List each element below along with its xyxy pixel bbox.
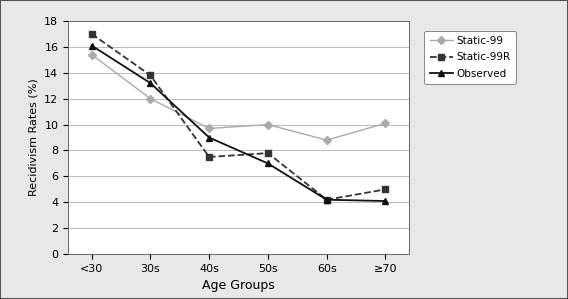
X-axis label: Age Groups: Age Groups	[202, 280, 275, 292]
Legend: Static-99, Static-99R, Observed: Static-99, Static-99R, Observed	[424, 31, 516, 84]
Line: Observed: Observed	[88, 42, 389, 205]
Observed	[206, 136, 212, 139]
Observed	[147, 81, 154, 85]
Observed	[382, 199, 389, 203]
Y-axis label: Recidivism Rates (%): Recidivism Rates (%)	[29, 79, 39, 196]
Line: Static-99: Static-99	[89, 52, 389, 143]
Static-99	[88, 53, 95, 57]
Static-99	[382, 121, 389, 125]
Static-99R	[88, 32, 95, 36]
Static-99R	[206, 155, 212, 159]
Static-99R	[147, 74, 154, 77]
Static-99	[265, 123, 272, 126]
Observed	[323, 198, 330, 202]
Static-99	[147, 97, 154, 100]
Static-99	[323, 138, 330, 142]
Line: Static-99R: Static-99R	[89, 31, 389, 203]
Observed	[88, 44, 95, 47]
Static-99R	[382, 187, 389, 191]
Observed	[265, 162, 272, 165]
Static-99R	[323, 198, 330, 202]
Static-99	[206, 127, 212, 130]
Static-99R	[265, 151, 272, 155]
